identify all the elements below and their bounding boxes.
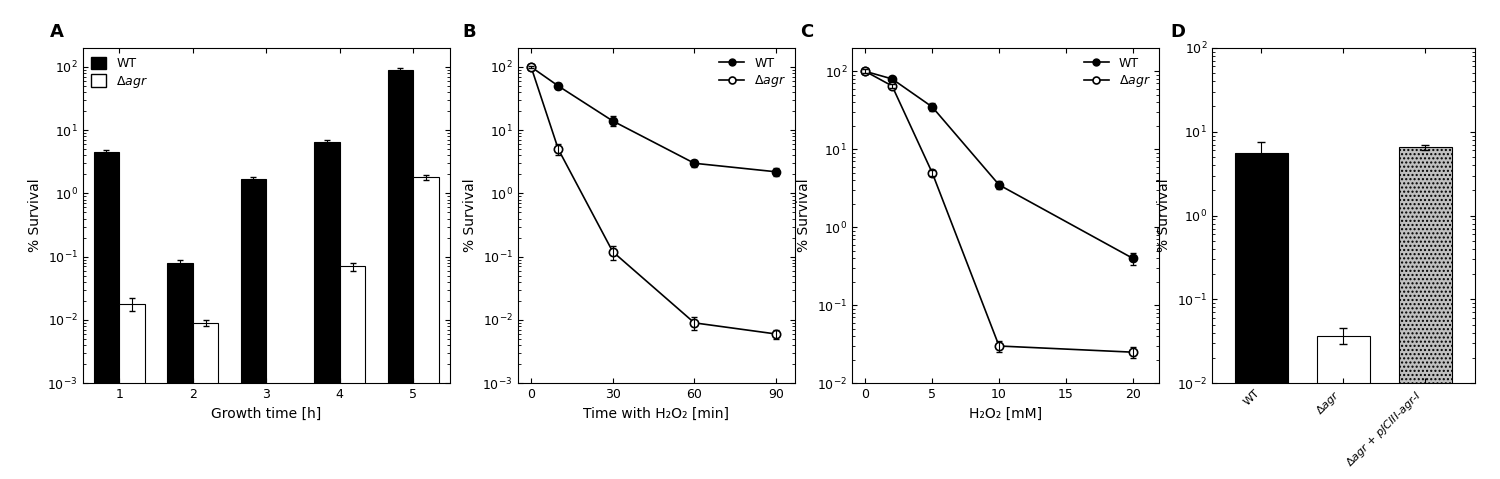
Bar [314,142,339,479]
Bar [339,266,366,479]
Y-axis label: % Survival: % Survival [28,179,42,252]
Bar [387,70,412,479]
Text: C: C [800,23,813,41]
Bar [413,177,440,479]
Bar [166,263,192,479]
Legend: WT, $\Delta agr$: WT, $\Delta agr$ [88,54,150,92]
Bar [120,304,146,479]
Y-axis label: % Survival: % Survival [464,179,477,252]
Bar [240,179,267,479]
Bar [1398,148,1452,479]
Text: D: D [1170,23,1185,41]
Y-axis label: % Survival: % Survival [1158,179,1172,252]
Bar [1234,153,1288,479]
Bar [192,323,219,479]
X-axis label: H₂O₂ [mM]: H₂O₂ [mM] [969,407,1042,421]
X-axis label: Growth time [h]: Growth time [h] [211,407,321,421]
Text: A: A [50,23,63,41]
Legend: WT, $\Delta agr$: WT, $\Delta agr$ [717,54,789,92]
Legend: WT, $\Delta agr$: WT, $\Delta agr$ [1082,54,1154,92]
X-axis label: Time with H₂O₂ [min]: Time with H₂O₂ [min] [584,407,729,421]
Text: B: B [462,23,476,41]
Bar [1317,336,1370,479]
Bar [93,152,118,479]
Y-axis label: % Survival: % Survival [798,179,812,252]
